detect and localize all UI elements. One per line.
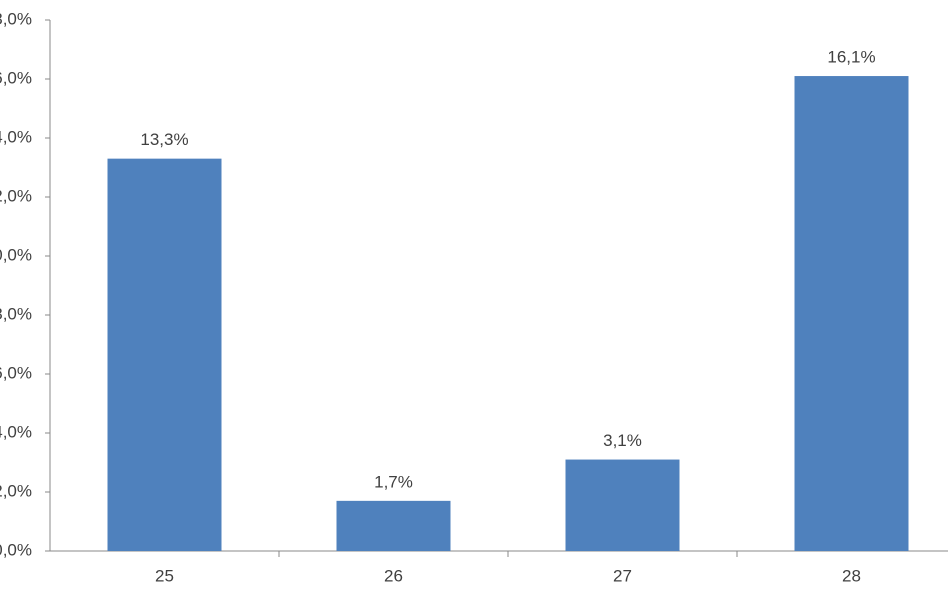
x-tick-label: 25 <box>155 566 174 585</box>
data-label: 16,1% <box>827 48 875 67</box>
data-label: 1,7% <box>374 472 413 491</box>
y-tick-label: 18,0% <box>0 9 32 28</box>
bar <box>107 158 222 551</box>
y-tick-label: 4,0% <box>0 422 32 441</box>
y-tick-label: 10,0% <box>0 245 32 264</box>
y-tick-label: 6,0% <box>0 363 32 382</box>
bar <box>794 76 909 552</box>
data-label: 3,1% <box>603 431 642 450</box>
x-tick-label: 26 <box>384 566 403 585</box>
y-tick-label: 2,0% <box>0 481 32 500</box>
y-tick-label: 12,0% <box>0 186 32 205</box>
y-tick-label: 16,0% <box>0 68 32 87</box>
x-tick-label: 27 <box>613 566 632 585</box>
x-tick-label: 28 <box>842 566 861 585</box>
bar <box>565 459 680 551</box>
y-tick-label: 8,0% <box>0 304 32 323</box>
y-tick-label: 0,0% <box>0 540 32 559</box>
data-label: 13,3% <box>140 130 188 149</box>
y-tick-label: 14,0% <box>0 127 32 146</box>
bar <box>336 500 451 551</box>
